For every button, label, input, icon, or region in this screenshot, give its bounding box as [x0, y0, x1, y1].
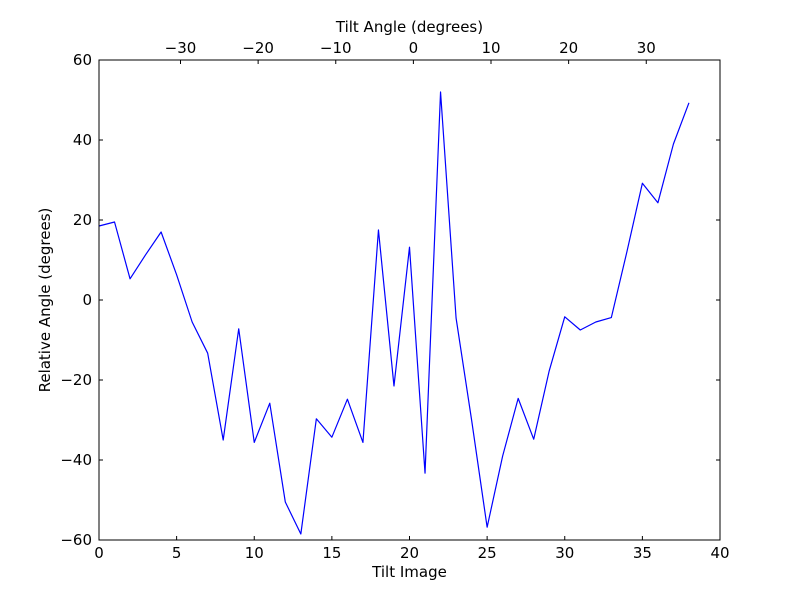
tick-labels-group: 0 5 10 15 20 25 30 35 40 −30 −20 −10 0 10 20 30 −60 −40 −2… — [60, 39, 729, 562]
x-tick-label: 5 — [172, 544, 182, 562]
y-tick-label: 40 — [73, 131, 92, 149]
x-tick-label: 15 — [322, 544, 341, 562]
y-tick-label: 0 — [82, 291, 92, 309]
top-x-axis-label: Tilt Angle (degrees) — [335, 18, 483, 36]
x2-tick-label: 10 — [481, 39, 500, 57]
x-tick-label: 10 — [245, 544, 264, 562]
x2-tick-label: −20 — [242, 39, 274, 57]
x2-tick-label: −30 — [165, 39, 197, 57]
y-tick-label: 60 — [73, 51, 92, 69]
x-tick-label: 40 — [710, 544, 729, 562]
y-tick-label: −40 — [60, 451, 92, 469]
plot-area — [99, 60, 720, 540]
y-tick-label: −20 — [60, 371, 92, 389]
x2-tick-label: 0 — [409, 39, 419, 57]
y-axis-label: Relative Angle (degrees) — [36, 208, 54, 393]
plot-frame — [98, 59, 721, 541]
x2-tick-label: −10 — [320, 39, 352, 57]
x2-tick-label: 30 — [637, 39, 656, 57]
x-tick-label: 30 — [555, 544, 574, 562]
y-tick-label: −60 — [60, 531, 92, 549]
series-line — [98, 91, 690, 535]
x2-tick-label: 20 — [559, 39, 578, 57]
x-tick-label: 35 — [633, 544, 652, 562]
y-tick-label: 20 — [73, 211, 92, 229]
x-tick-label: 25 — [478, 544, 497, 562]
x-axis-label: Tilt Image — [371, 563, 447, 581]
x-tick-label: 0 — [94, 544, 104, 562]
x-tick-label: 20 — [400, 544, 419, 562]
